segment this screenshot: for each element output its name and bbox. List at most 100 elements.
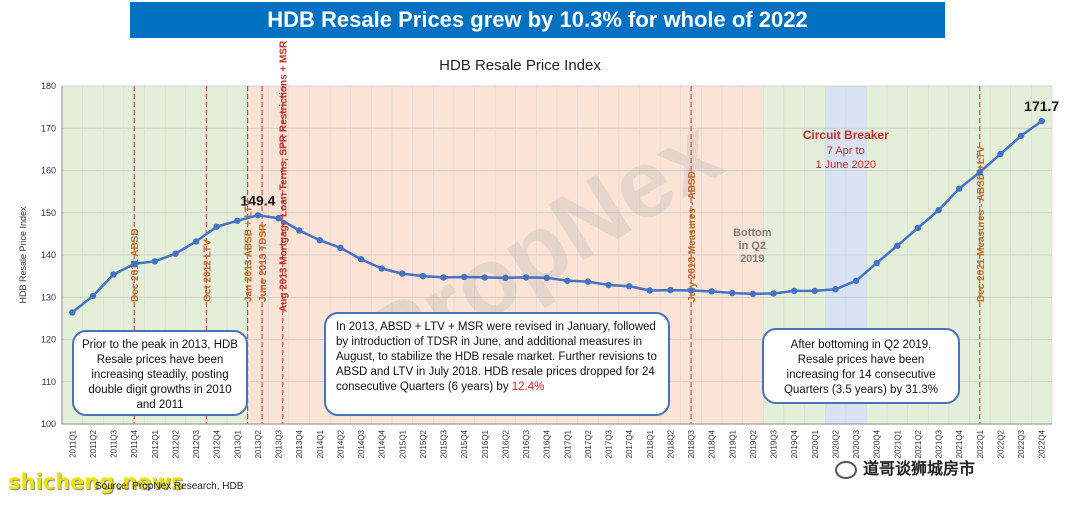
data-point bbox=[1017, 132, 1025, 140]
event-label-1: Oct 2012 LTV bbox=[202, 239, 213, 302]
data-point bbox=[502, 274, 509, 282]
x-tick-label: 2018Q1 bbox=[646, 429, 655, 458]
data-point bbox=[564, 277, 571, 284]
bottom-annotation-line: Bottom bbox=[733, 227, 772, 239]
point-value-label-0: 149.4 bbox=[240, 192, 275, 208]
x-tick-label: 2012Q1 bbox=[151, 429, 160, 458]
x-tick-label: 2014Q3 bbox=[357, 429, 366, 458]
x-tick-label: 2017Q1 bbox=[563, 429, 572, 458]
x-tick-label: 2012Q2 bbox=[171, 429, 180, 458]
data-point bbox=[667, 286, 674, 294]
x-tick-label: 2013Q3 bbox=[275, 429, 284, 458]
data-point bbox=[605, 281, 612, 289]
x-tick-label: 2016Q3 bbox=[522, 429, 531, 458]
y-tick-label: 130 bbox=[41, 292, 56, 302]
wechat-account: 道哥谈狮城房市 bbox=[835, 455, 975, 479]
x-tick-label: 2017Q3 bbox=[605, 429, 614, 458]
x-tick-label: 2013Q4 bbox=[295, 429, 304, 458]
data-point bbox=[151, 258, 159, 265]
x-tick-label: 2015Q3 bbox=[440, 429, 449, 458]
y-tick-label: 170 bbox=[41, 123, 56, 133]
data-point bbox=[172, 250, 179, 257]
data-point bbox=[543, 274, 550, 282]
x-tick-label: 2019Q2 bbox=[749, 429, 758, 458]
x-tick-label: 2021Q1 bbox=[893, 429, 902, 458]
data-point bbox=[935, 207, 942, 214]
data-point bbox=[192, 238, 200, 245]
callout-cooling-measures: In 2013, ABSD + LTV + MSR were revised i… bbox=[324, 312, 670, 416]
chart-title: HDB Resale Price Index bbox=[439, 57, 601, 74]
data-point bbox=[873, 259, 880, 267]
x-tick-label: 2020Q2 bbox=[831, 429, 840, 458]
y-tick-label: 160 bbox=[41, 166, 56, 176]
x-tick-label: 2018Q4 bbox=[708, 429, 717, 458]
data-point bbox=[213, 223, 220, 230]
x-tick-label: 2022Q4 bbox=[1038, 429, 1047, 458]
data-point bbox=[584, 278, 592, 285]
x-tick-label: 2021Q3 bbox=[935, 429, 944, 458]
data-point bbox=[1038, 117, 1045, 125]
x-tick-label: 2013Q2 bbox=[254, 429, 263, 458]
x-tick-label: 2011Q4 bbox=[130, 429, 139, 457]
event-label-4: Aug 2013 Mortgage Loan Terms, SPR Restri… bbox=[279, 40, 290, 312]
data-point bbox=[997, 150, 1004, 158]
data-point bbox=[832, 286, 839, 293]
data-point bbox=[89, 292, 97, 300]
data-point bbox=[275, 215, 282, 222]
data-point bbox=[894, 242, 901, 249]
data-point bbox=[130, 260, 138, 268]
data-point bbox=[440, 274, 447, 281]
y-tick-label: 140 bbox=[41, 250, 56, 260]
headline-banner: HDB Resale Prices grew by 10.3% for whol… bbox=[130, 2, 945, 38]
data-point bbox=[316, 237, 324, 244]
x-tick-label: 2017Q4 bbox=[625, 429, 634, 458]
x-tick-label: 2016Q2 bbox=[501, 429, 510, 458]
x-tick-label: 2022Q3 bbox=[1017, 429, 1026, 458]
bottom-annotation-line: in Q2 bbox=[739, 240, 767, 252]
y-tick-label: 150 bbox=[41, 208, 56, 218]
x-tick-label: 2011Q3 bbox=[110, 429, 119, 457]
wechat-account-name: 道哥谈狮城房市 bbox=[863, 461, 976, 478]
y-tick-label: 180 bbox=[41, 81, 56, 91]
event-label-6: Dec 2021 Measures - ABSD +LTV bbox=[976, 146, 987, 302]
x-tick-label: 2022Q1 bbox=[976, 429, 985, 458]
x-tick-label: 2011Q1 bbox=[68, 429, 77, 457]
data-point bbox=[749, 290, 757, 298]
circuit-breaker-dates: 7 Apr to bbox=[827, 145, 865, 157]
source-note: Source: PropNex Research, HDB bbox=[95, 481, 244, 492]
x-tick-label: 2015Q4 bbox=[460, 429, 469, 458]
callout-post-bottom-text: After bottoming in Q2 2019, Resale price… bbox=[783, 339, 939, 396]
callout-pre-peak: Prior to the peak in 2013, HDB Resale pr… bbox=[72, 330, 248, 416]
y-tick-label: 100 bbox=[41, 419, 56, 429]
event-label-5: July 2018 Measures - ABSD bbox=[687, 171, 698, 302]
x-tick-label: 2016Q4 bbox=[543, 429, 552, 458]
data-point bbox=[687, 287, 695, 294]
x-tick-label: 2015Q1 bbox=[398, 429, 407, 458]
x-tick-label: 2013Q1 bbox=[233, 429, 242, 458]
data-point bbox=[790, 287, 798, 295]
data-point bbox=[729, 289, 736, 297]
y-tick-label: 110 bbox=[42, 377, 56, 387]
data-point bbox=[337, 244, 344, 252]
x-tick-label: 2014Q4 bbox=[378, 429, 387, 458]
callout-pre-peak-text: Prior to the peak in 2013, HDB Resale pr… bbox=[82, 339, 238, 411]
data-point bbox=[914, 224, 922, 232]
circuit-breaker-dates: 1 June 2020 bbox=[815, 159, 876, 171]
x-tick-label: 2018Q2 bbox=[666, 429, 675, 458]
callout-drop-percent: 12.4% bbox=[511, 381, 545, 393]
point-value-label-1: 171.7 bbox=[1024, 98, 1059, 114]
data-point bbox=[481, 274, 489, 281]
bottom-annotation-line: 2019 bbox=[740, 253, 764, 265]
x-tick-label: 2017Q2 bbox=[584, 429, 593, 458]
data-point bbox=[522, 274, 530, 281]
event-label-3: June 2013 TDSR bbox=[258, 223, 269, 302]
data-point bbox=[254, 212, 262, 219]
callout-post-bottom: After bottoming in Q2 2019, Resale price… bbox=[762, 328, 960, 404]
data-point bbox=[955, 185, 963, 192]
data-point bbox=[110, 271, 117, 278]
x-tick-label: 2012Q3 bbox=[192, 429, 201, 458]
x-tick-label: 2014Q2 bbox=[336, 429, 345, 458]
x-tick-label: 2014Q1 bbox=[316, 429, 325, 458]
data-point bbox=[811, 287, 819, 295]
